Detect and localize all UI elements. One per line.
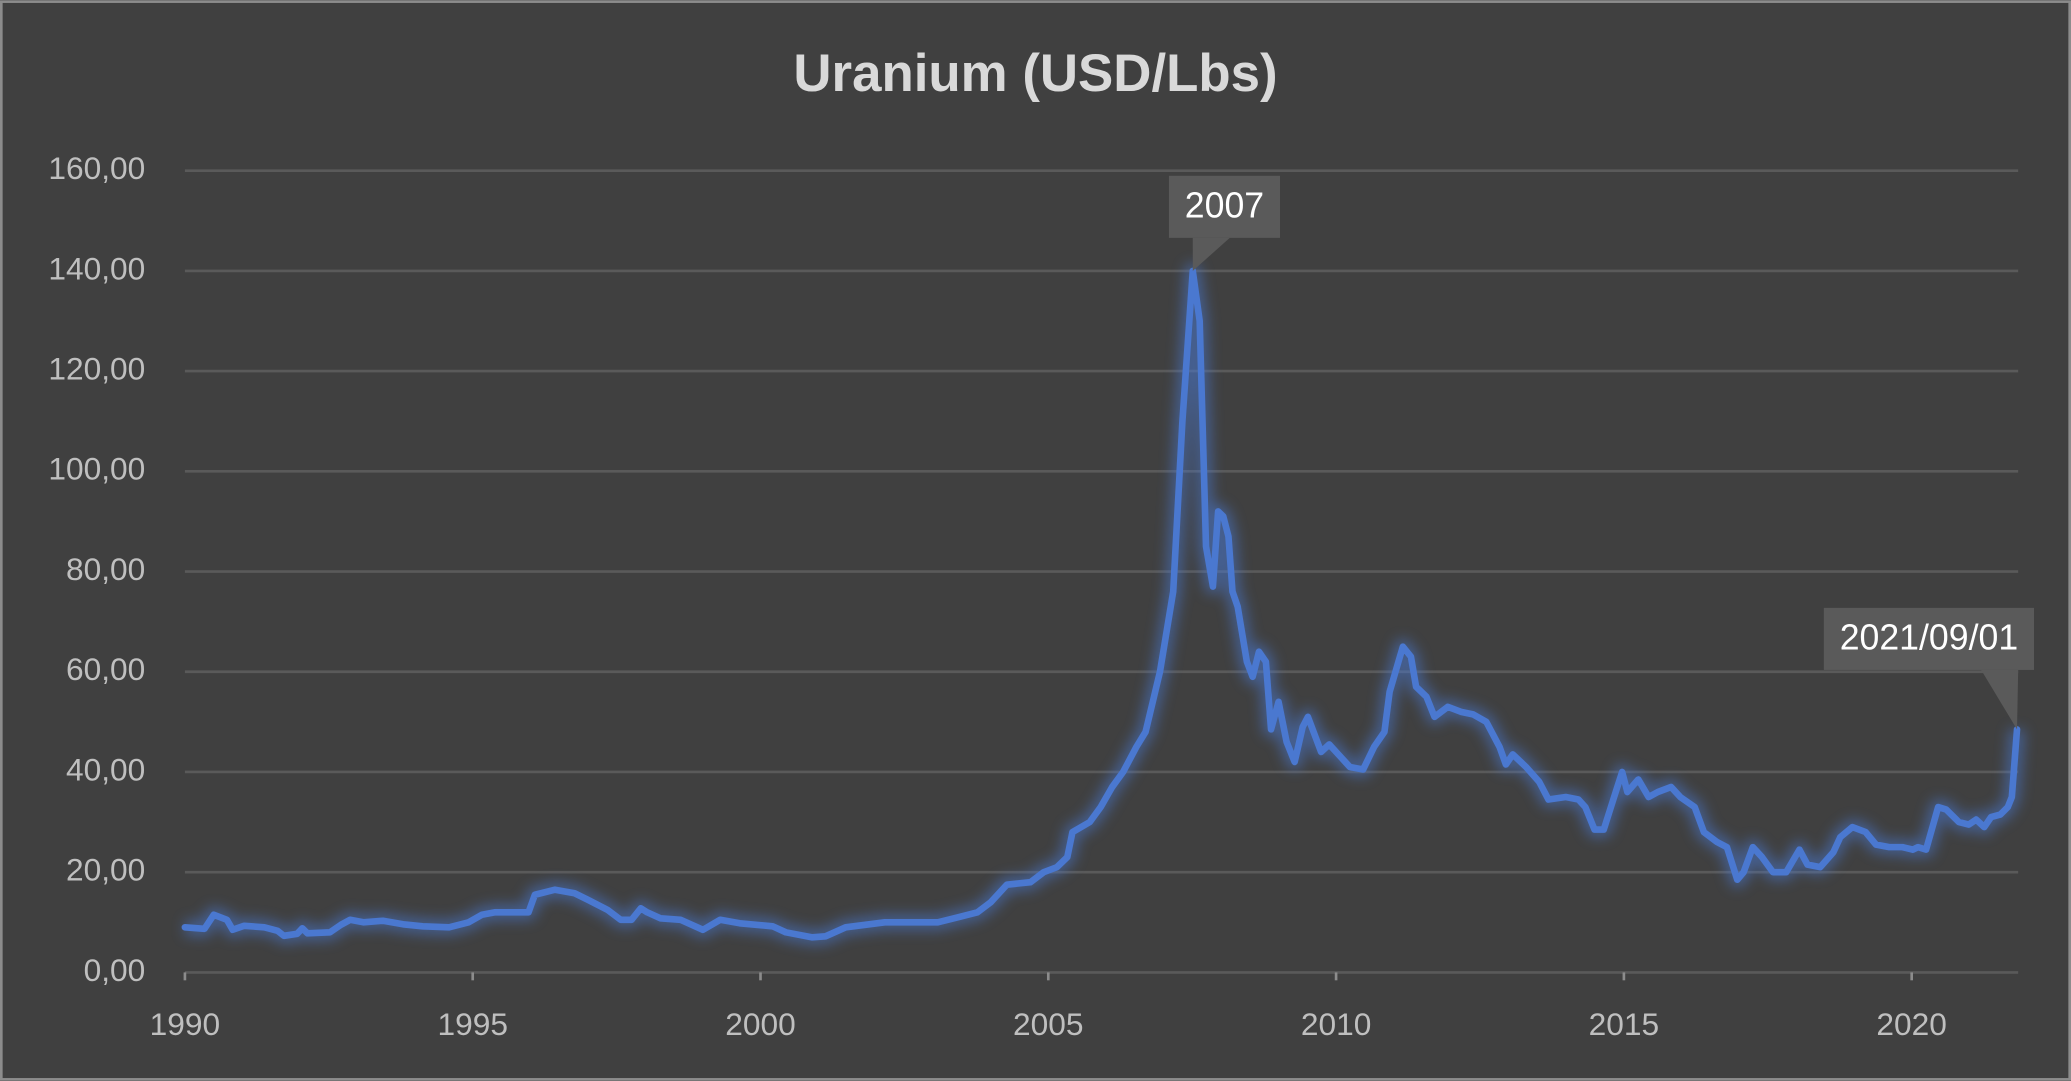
x-tick-label: 2000 (725, 1006, 796, 1042)
annotation-text: 2021/09/01 (1840, 618, 2018, 658)
line (181, 267, 2021, 941)
y-tick-label: 100,00 (48, 451, 145, 487)
y-tick-label: 0,00 (84, 952, 146, 988)
annotation-text: 2007 (1185, 186, 1264, 226)
y-tick-label: 120,00 (48, 350, 145, 386)
grid (184, 169, 2019, 974)
annotation: 2007 (1168, 175, 1280, 271)
chart-title: Uranium (USD/Lbs) (793, 44, 1277, 103)
y-tick-label: 60,00 (66, 651, 145, 687)
x-tick-label: 2015 (1589, 1006, 1660, 1042)
x-tick-label: 2020 (1876, 1006, 1946, 1042)
y-tick-label: 20,00 (66, 852, 145, 888)
plot (181, 262, 2025, 946)
y-tick-label: 160,00 (48, 150, 145, 186)
axes: 0,00 20,00 40,00 60,00 80,00 100,00 120,00 140,… (48, 150, 1947, 1042)
x-tick-label: 2005 (1013, 1006, 1084, 1042)
annotations: 2007 2021/09/01 (1168, 175, 2035, 730)
annotation-pointer (1981, 669, 2019, 730)
annotation-box (1823, 607, 2035, 670)
y-tick-label: 40,00 (66, 751, 145, 787)
x-tick-label: 1995 (437, 1006, 507, 1042)
y-tick-label: 80,00 (66, 551, 145, 587)
annotation-box (1168, 175, 1280, 238)
x-tick-label: 1990 (150, 1006, 221, 1042)
x-tick-label: 2010 (1301, 1006, 1372, 1042)
y-tick-label: 140,00 (48, 250, 145, 286)
annotation: 2021/09/01 (1823, 607, 2035, 730)
